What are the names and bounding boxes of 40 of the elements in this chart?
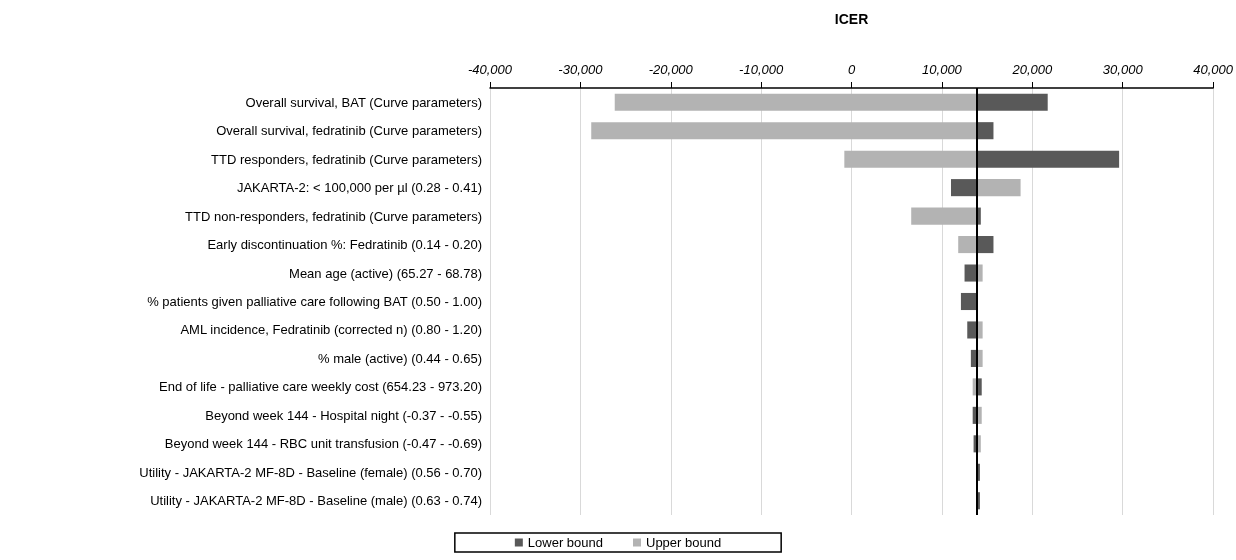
y-tick-label: Overall survival, fedratinib (Curve parameters) bbox=[216, 123, 482, 139]
x-tick-label: 40,000 bbox=[1193, 62, 1234, 77]
y-tick-label: Early discontinuation %: Fedratinib (0.14 - 0.20) bbox=[207, 237, 482, 253]
x-tick-label: 30,000 bbox=[1102, 62, 1144, 77]
bar bbox=[964, 264, 978, 282]
x-axis-title: ICER bbox=[834, 11, 869, 27]
legend-label: Lower bound bbox=[527, 535, 603, 550]
x-tick-label: 20,000 bbox=[1011, 62, 1053, 77]
bar bbox=[977, 236, 994, 254]
y-tick-label: Utility - JAKARTA-2 MF-8D - Baseline (male) (0.63 - 0.74) bbox=[150, 493, 482, 509]
x-tick-label: 0 bbox=[847, 62, 856, 77]
x-tick-label: -30,000 bbox=[558, 62, 604, 77]
x-tick-label: 10,000 bbox=[922, 62, 963, 77]
y-tick-label: Utility - JAKARTA-2 MF-8D - Baseline (female) (0.56 - 0.70) bbox=[139, 464, 482, 480]
bar bbox=[844, 150, 978, 168]
legend-label: Upper bound bbox=[646, 535, 722, 550]
bar bbox=[950, 179, 978, 197]
y-tick-label: % male (active) (0.44 - 0.65) bbox=[317, 350, 482, 366]
y-tick-label: Beyond week 144 - Hospital night (-0.37 - -0.55) bbox=[205, 407, 482, 423]
x-tick-label: -20,000 bbox=[648, 62, 694, 77]
y-tick-label: AML incidence, Fedratinib (corrected n) (0.80 - 1.20) bbox=[180, 322, 482, 338]
y-tick-label: Mean age (active) (65.27 - 68.78) bbox=[289, 265, 482, 281]
y-tick-label: JAKARTA-2: < 100,000 per µl (0.28 - 0.41) bbox=[236, 180, 482, 196]
y-tick-label: % patients given palliative care following BAT (0.50 - 1.00) bbox=[147, 294, 482, 309]
y-tick-label: TTD responders, fedratinib (Curve parameters) bbox=[211, 151, 482, 167]
bar bbox=[977, 93, 1048, 111]
bar bbox=[614, 93, 978, 111]
y-tick-label: Beyond week 144 - RBC unit transfusion (-0.47 - -0.69) bbox=[164, 436, 482, 452]
bar bbox=[591, 122, 978, 140]
x-tick-label: -10,000 bbox=[739, 62, 784, 77]
bar bbox=[977, 179, 1021, 197]
y-tick-label: Overall survival, BAT (Curve parameters) bbox=[245, 94, 482, 110]
bar bbox=[977, 122, 994, 140]
y-tick-label: End of life - palliative care weekly cost (654.23 - 973.20) bbox=[158, 379, 482, 395]
bar bbox=[977, 150, 1120, 168]
bar bbox=[960, 292, 978, 311]
bar bbox=[958, 236, 978, 254]
x-tick-label: -40,000 bbox=[467, 62, 513, 77]
y-tick-label: TTD non-responders, fedratinib (Curve parameters) bbox=[185, 208, 482, 224]
bar bbox=[911, 207, 978, 225]
